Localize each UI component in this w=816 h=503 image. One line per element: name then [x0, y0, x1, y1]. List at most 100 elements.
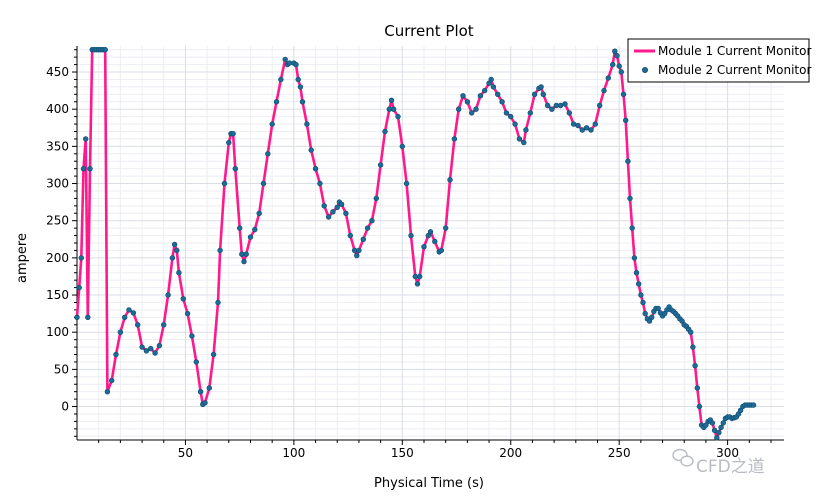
module-2-data-point [605, 75, 611, 81]
module-2-data-point [583, 125, 590, 131]
module-2-data-point [126, 307, 132, 313]
module-2-data-point [299, 99, 306, 105]
module-2-data-point [503, 110, 510, 116]
module-2-data-point [82, 136, 89, 142]
module-2-data-point [696, 403, 703, 410]
module-2-data-point [343, 210, 349, 217]
series-module-1-line [75, 48, 754, 440]
module-2-data-point [460, 93, 466, 99]
module-2-data-point [720, 420, 726, 426]
module-2-data-point [575, 122, 581, 129]
module-2-data-point [687, 329, 694, 335]
x-tick-label: 100 [282, 446, 305, 460]
axes: 50 100 150 200 250 300 0 50 100 150 200 250 300 350 40… [46, 46, 784, 460]
module-2-data-point [579, 127, 585, 133]
module-2-data-point [78, 255, 85, 261]
series-module-2-markers [74, 46, 757, 441]
module-2-data-point [408, 232, 414, 239]
module-2-data-point [395, 113, 401, 120]
module-2-data-point [148, 345, 154, 352]
module-2-data-point [609, 61, 616, 68]
x-axis-label: Physical Time (s) [374, 476, 484, 491]
module-2-data-point [711, 427, 718, 433]
module-2-data-point [421, 244, 427, 250]
module-2-data-point [622, 117, 629, 124]
legend-label-module-1: Module 1 Current Monitor [658, 44, 811, 58]
module-2-data-point [174, 247, 180, 254]
y-tick-label: 350 [46, 139, 69, 153]
module-2-data-point [74, 314, 80, 320]
module-2-data-point [544, 102, 551, 109]
module-2-data-point [382, 128, 388, 135]
x-tick-label: 150 [391, 446, 414, 460]
module-2-data-point [690, 344, 696, 350]
module-2-data-point [456, 106, 462, 112]
module-2-data-point [197, 389, 204, 395]
wechat-icon [672, 448, 694, 467]
module-2-data-point [469, 110, 475, 116]
module-2-data-point [354, 252, 360, 259]
module-2-data-point [347, 232, 353, 239]
module-2-data-point [399, 143, 405, 150]
module-2-data-point [403, 180, 410, 187]
module-2-data-point [414, 281, 421, 287]
module-2-data-point [427, 229, 434, 235]
module-2-data-point [117, 329, 124, 335]
module-2-data-point [629, 225, 635, 231]
module-2-data-point [135, 322, 141, 328]
module-2-data-point [278, 76, 284, 83]
module-2-data-point [549, 106, 555, 112]
module-2-data-point [286, 60, 293, 66]
module-2-data-point [121, 314, 128, 320]
module-2-data-point [443, 225, 449, 231]
module-2-data-point [102, 46, 108, 53]
module-2-data-point [709, 420, 716, 426]
module-2-data-point [538, 84, 544, 90]
module-2-data-point [692, 363, 698, 369]
module-2-data-point [161, 322, 167, 328]
module-2-data-point [156, 342, 163, 349]
y-tick-label: 0 [61, 400, 69, 414]
module-2-data-point [412, 273, 418, 280]
module-2-data-point [625, 158, 631, 164]
module-2-data-point [521, 139, 527, 146]
module-2-data-point [265, 151, 271, 157]
module-2-data-point [360, 236, 366, 243]
module-2-data-point [215, 299, 221, 306]
module-2-data-point [633, 270, 640, 276]
module-2-data-point [642, 310, 648, 317]
module-2-data-point [293, 61, 299, 68]
module-2-data-point [516, 136, 523, 142]
module-2-data-point [527, 110, 533, 116]
module-2-data-point [252, 226, 258, 233]
module-2-data-point [540, 91, 546, 98]
module-2-data-point [648, 314, 655, 320]
module-2-data-point [495, 91, 501, 98]
module-2-data-point [432, 238, 438, 245]
module-2-data-point [143, 348, 150, 354]
module-2-data-point [85, 314, 91, 320]
module-2-data-point [230, 131, 236, 137]
module-2-data-point [104, 389, 111, 395]
module-2-data-point [193, 359, 200, 365]
module-2-data-point [130, 310, 137, 316]
module-2-data-point [718, 424, 724, 431]
y-axis-label: ampere [15, 233, 30, 283]
module-2-data-point [176, 270, 182, 276]
module-2-data-point [217, 247, 223, 254]
module-2-data-point [247, 234, 254, 240]
module-2-data-point [171, 241, 178, 248]
module-2-data-point [447, 177, 453, 183]
module-2-data-point [388, 97, 395, 104]
module-2-data-point [596, 102, 603, 109]
module-2-data-point [438, 247, 444, 254]
module-2-data-point [334, 204, 340, 211]
module-2-data-point [512, 121, 518, 127]
y-tick-label: 150 [46, 288, 69, 302]
module-2-data-point [614, 52, 620, 59]
module-2-data-point [256, 210, 262, 217]
module-2-data-point [640, 299, 646, 306]
module-2-data-point [184, 310, 191, 317]
module-2-data-point [325, 214, 332, 220]
legend: Module 1 Current Monitor Module 2 Curren… [627, 38, 811, 83]
